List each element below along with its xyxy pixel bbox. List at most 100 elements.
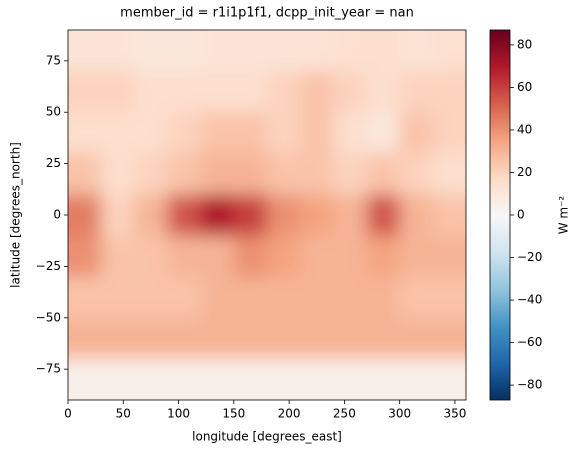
colorbar-tick-label: 80 bbox=[517, 37, 532, 51]
heat-cell bbox=[432, 317, 466, 360]
heat-cell bbox=[267, 194, 301, 237]
heat-cell bbox=[300, 71, 334, 113]
colorbar-tick-label: 20 bbox=[517, 165, 532, 179]
heat-cell bbox=[300, 317, 334, 360]
heat-cell bbox=[200, 71, 235, 113]
heat-cell bbox=[267, 276, 301, 319]
colorbar-label: W m⁻² bbox=[557, 196, 571, 235]
heat-cell bbox=[68, 317, 102, 360]
x-tick-label: 350 bbox=[443, 407, 466, 421]
heat-cell bbox=[101, 30, 135, 72]
y-tick-label: −50 bbox=[36, 310, 61, 324]
y-tick-label: 25 bbox=[46, 156, 61, 170]
heat-cell bbox=[167, 153, 202, 195]
heat-cell bbox=[200, 276, 235, 319]
heat-cell bbox=[233, 235, 268, 278]
heat-cell bbox=[101, 112, 135, 154]
colorbar-tick-label: 60 bbox=[517, 80, 532, 94]
heat-cell bbox=[233, 30, 268, 72]
heat-cell bbox=[333, 30, 367, 72]
y-tick-label: −25 bbox=[36, 259, 61, 273]
heat-cell bbox=[333, 112, 367, 154]
heat-cell bbox=[432, 153, 466, 195]
heat-cell bbox=[399, 153, 434, 195]
heat-cell bbox=[267, 358, 301, 400]
heat-cell bbox=[267, 71, 301, 113]
heat-cell bbox=[200, 153, 235, 195]
heat-cell bbox=[432, 235, 466, 278]
heat-cell bbox=[399, 276, 434, 319]
heat-cell bbox=[233, 276, 268, 319]
heat-cell bbox=[134, 112, 168, 154]
heat-cell bbox=[267, 235, 301, 278]
heat-cell bbox=[267, 112, 301, 154]
x-tick-label: 100 bbox=[167, 407, 190, 421]
x-tick-label: 250 bbox=[333, 407, 356, 421]
heat-cell bbox=[233, 358, 268, 400]
heat-cell bbox=[300, 235, 334, 278]
heat-cell bbox=[134, 30, 168, 72]
heat-cell bbox=[233, 194, 268, 237]
heat-cell bbox=[267, 30, 301, 72]
heat-cell bbox=[68, 358, 102, 400]
heat-cell bbox=[333, 71, 367, 113]
heat-cell bbox=[399, 317, 434, 360]
heat-cell bbox=[134, 235, 168, 278]
heat-cell bbox=[233, 71, 268, 113]
x-tick-label: 300 bbox=[388, 407, 411, 421]
heat-cell bbox=[68, 30, 102, 72]
heat-cell bbox=[432, 30, 466, 72]
heat-cell bbox=[399, 112, 434, 154]
heat-cell bbox=[399, 194, 434, 237]
y-tick-label: 75 bbox=[46, 53, 61, 67]
heat-cell bbox=[300, 276, 334, 319]
y-tick-label: 0 bbox=[53, 208, 61, 222]
colorbar bbox=[489, 29, 511, 401]
chart-title: member_id = r1i1p1f1, dcpp_init_year = n… bbox=[120, 6, 414, 21]
heat-cell bbox=[432, 358, 466, 400]
x-tick-label: 200 bbox=[278, 407, 301, 421]
heat-cell bbox=[399, 71, 434, 113]
y-tick-label: −75 bbox=[36, 362, 61, 376]
heat-cell bbox=[68, 235, 102, 278]
heat-cell bbox=[333, 235, 367, 278]
heat-cell bbox=[300, 30, 334, 72]
heat-cell bbox=[134, 276, 168, 319]
heat-cell bbox=[333, 153, 367, 195]
heat-cell bbox=[366, 153, 401, 195]
heat-cell bbox=[68, 194, 102, 237]
heat-cell bbox=[366, 194, 401, 237]
heat-cell bbox=[333, 317, 367, 360]
heat-cell bbox=[432, 194, 466, 237]
heat-cell bbox=[101, 194, 135, 237]
heat-cell bbox=[134, 71, 168, 113]
colorbar-tick-label: −40 bbox=[517, 293, 542, 307]
heat-cell bbox=[366, 317, 401, 360]
heat-cell bbox=[101, 317, 135, 360]
heat-cell bbox=[333, 194, 367, 237]
heat-cell bbox=[300, 358, 334, 400]
heat-cell bbox=[167, 276, 202, 319]
heat-cell bbox=[134, 194, 168, 237]
heat-cell bbox=[167, 194, 202, 237]
x-axis-label: longitude [degrees_east] bbox=[192, 430, 342, 444]
heat-cell bbox=[167, 235, 202, 278]
y-tick-label: 50 bbox=[46, 105, 61, 119]
heat-cell bbox=[267, 317, 301, 360]
heat-cell bbox=[200, 317, 235, 360]
heat-cell bbox=[432, 276, 466, 319]
colorbar-tick-label: −20 bbox=[517, 250, 542, 264]
heat-cell bbox=[101, 358, 135, 400]
heat-cell bbox=[233, 112, 268, 154]
x-tick-label: 150 bbox=[222, 407, 245, 421]
heat-cell bbox=[300, 194, 334, 237]
heat-cell bbox=[167, 30, 202, 72]
x-tick-label: 50 bbox=[116, 407, 131, 421]
heat-cell bbox=[101, 276, 135, 319]
heat-cell bbox=[432, 71, 466, 113]
heat-cell bbox=[233, 317, 268, 360]
heat-cell bbox=[233, 153, 268, 195]
heat-cell bbox=[167, 112, 202, 154]
heat-cell bbox=[366, 71, 401, 113]
heat-cell bbox=[101, 235, 135, 278]
